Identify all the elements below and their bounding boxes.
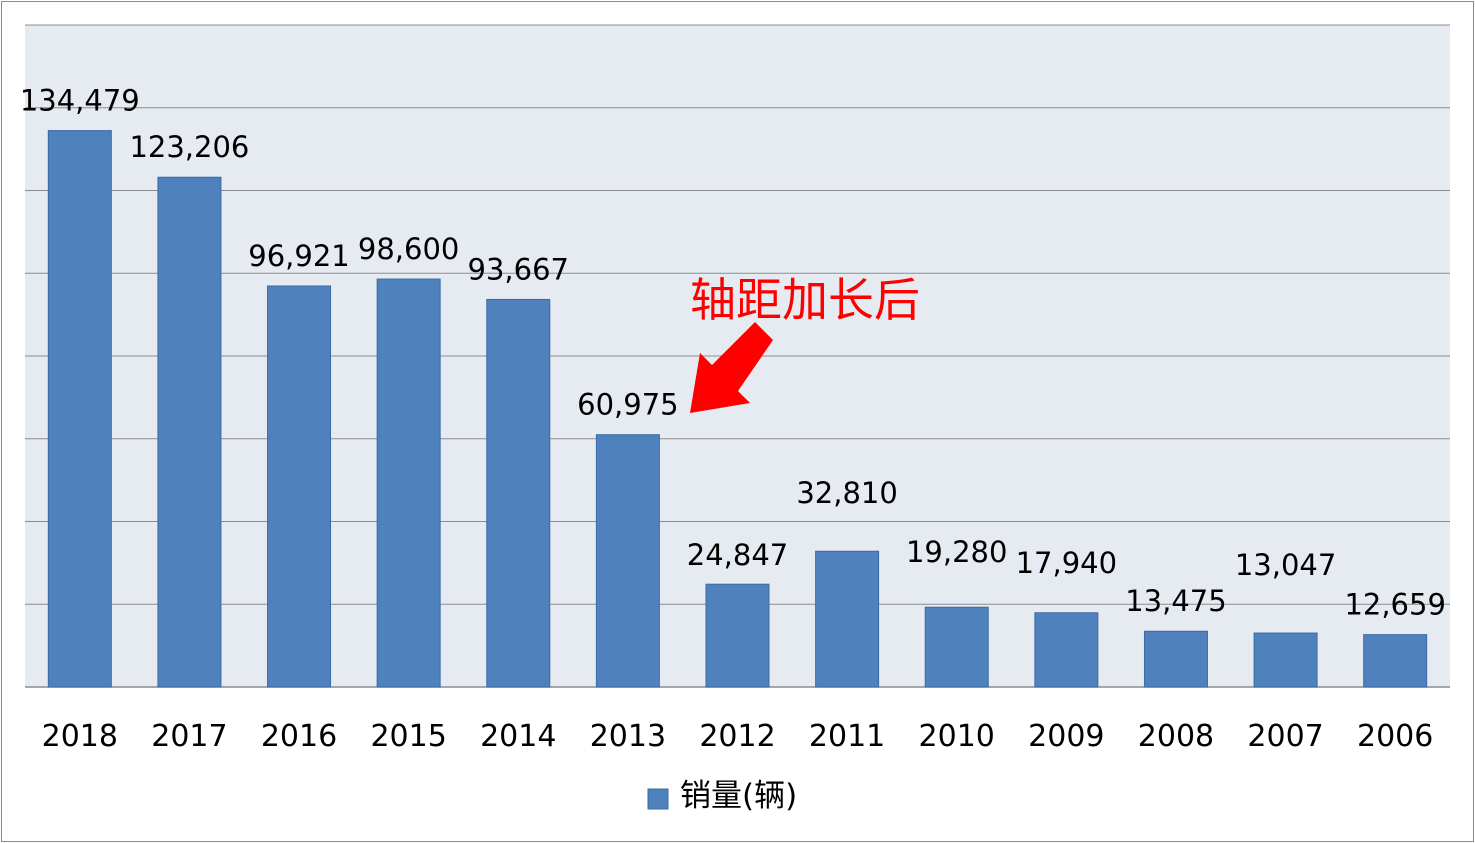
bar-2009 bbox=[1034, 612, 1099, 688]
x-tick-2014: 2014 bbox=[480, 719, 556, 754]
value-labels: 134,479 123,206 96,921 98,600 93,667 60,975 24… bbox=[20, 84, 1446, 622]
bar-2014 bbox=[486, 298, 551, 688]
bar-2011 bbox=[815, 550, 880, 688]
bar-2016 bbox=[267, 285, 332, 688]
value-label-2006: 12,659 bbox=[1344, 588, 1445, 622]
value-label-2014: 93,667 bbox=[468, 252, 569, 286]
value-label-2012: 24,847 bbox=[687, 538, 788, 572]
legend: 销量(辆) bbox=[647, 778, 797, 814]
bar-2015 bbox=[376, 278, 441, 688]
value-label-2009: 17,940 bbox=[1016, 546, 1117, 580]
legend-swatch bbox=[647, 788, 669, 810]
x-tick-2016: 2016 bbox=[261, 719, 337, 754]
x-axis-ticks: 2018 2017 2016 2015 2014 2013 2012 2011 2010 2009… bbox=[42, 719, 1434, 754]
value-label-2016: 96,921 bbox=[248, 239, 349, 273]
annotation-arrow bbox=[690, 322, 773, 413]
legend-label: 销量(辆) bbox=[680, 778, 797, 814]
x-tick-2011: 2011 bbox=[809, 719, 885, 754]
x-tick-2013: 2013 bbox=[590, 719, 666, 754]
bar-2006 bbox=[1363, 634, 1428, 688]
x-tick-2015: 2015 bbox=[370, 719, 446, 754]
bar-2013 bbox=[595, 434, 660, 688]
annotation-text: 轴距加长后 bbox=[690, 273, 920, 327]
x-tick-2017: 2017 bbox=[151, 719, 227, 754]
value-label-2011: 32,810 bbox=[796, 476, 897, 510]
x-tick-2006: 2006 bbox=[1357, 719, 1433, 754]
x-tick-2007: 2007 bbox=[1247, 719, 1323, 754]
value-label-2010: 19,280 bbox=[906, 535, 1007, 569]
x-tick-2009: 2009 bbox=[1028, 719, 1104, 754]
value-label-2013: 60,975 bbox=[577, 388, 678, 422]
annotation: 轴距加长后 bbox=[690, 273, 920, 413]
x-tick-2018: 2018 bbox=[42, 719, 118, 754]
value-label-2015: 98,600 bbox=[358, 232, 459, 266]
value-label-2018: 134,479 bbox=[20, 84, 140, 118]
gridlines bbox=[25, 24, 1450, 688]
bar-2018 bbox=[47, 130, 112, 688]
x-tick-2012: 2012 bbox=[699, 719, 775, 754]
bar-2008 bbox=[1143, 630, 1208, 688]
bars bbox=[47, 130, 1428, 688]
x-tick-2010: 2010 bbox=[919, 719, 995, 754]
bar-2012 bbox=[705, 583, 770, 688]
bar-2010 bbox=[924, 606, 989, 688]
value-label-2008: 13,475 bbox=[1125, 584, 1226, 618]
value-label-2017: 123,206 bbox=[129, 130, 249, 164]
bar-2007 bbox=[1253, 632, 1318, 688]
value-label-2007: 13,047 bbox=[1235, 548, 1336, 582]
bar-2017 bbox=[157, 176, 222, 688]
x-tick-2008: 2008 bbox=[1138, 719, 1214, 754]
